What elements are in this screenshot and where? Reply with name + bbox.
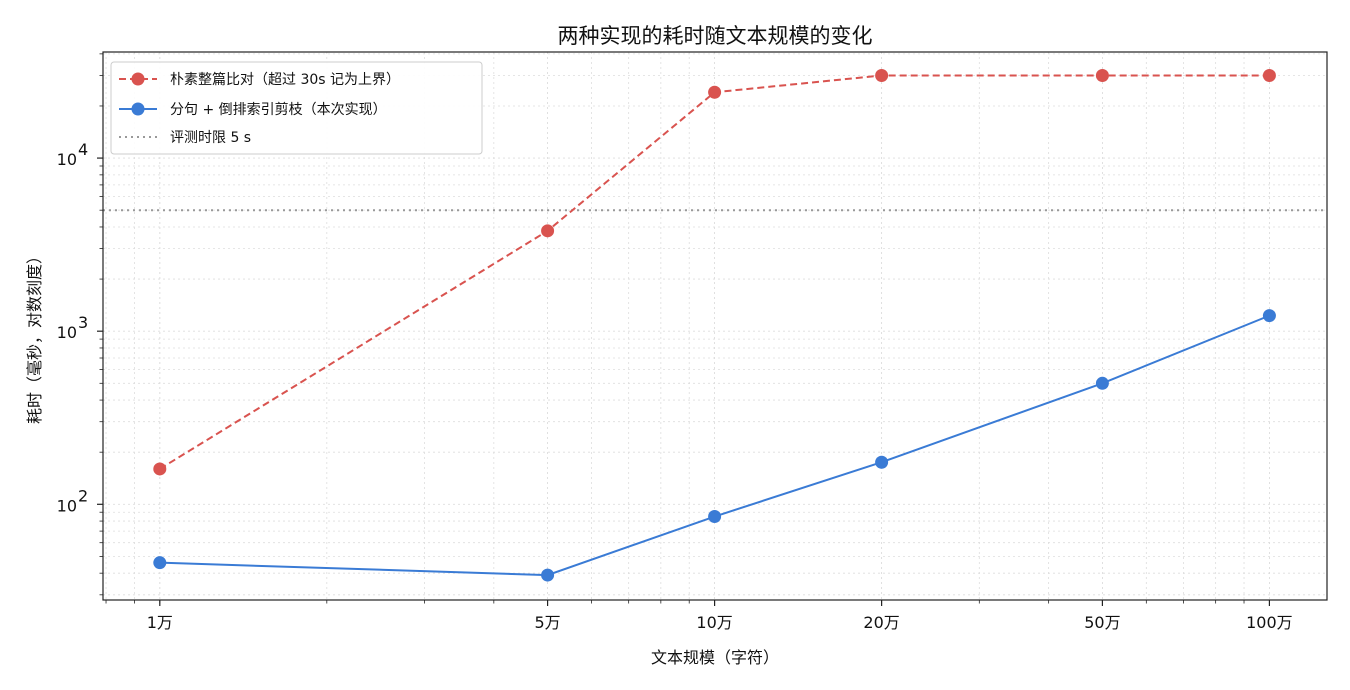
data-point-naive [1095, 68, 1109, 82]
legend-marker-naive [131, 72, 145, 86]
data-point-naive [708, 85, 722, 99]
x-tick-label: 100万 [1246, 613, 1293, 632]
y-tick-label: 10 [57, 323, 77, 342]
y-tick-label: 10 [57, 150, 77, 169]
series-line-index [159, 314, 1270, 577]
legend-box [110, 61, 483, 155]
x-axis-label: 文本规模（字符） [651, 648, 779, 667]
data-point-index [153, 556, 167, 570]
x-tick-label: 5万 [534, 613, 560, 632]
x-tick-label: 20万 [863, 613, 899, 632]
data-point-naive [875, 68, 889, 82]
data-point-naive [1262, 68, 1276, 82]
y-tick-label-exponent: 2 [78, 486, 88, 505]
legend-label-index: 分句 + 倒排索引剪枝（本次实现） [170, 101, 387, 118]
data-point-index [875, 455, 889, 469]
x-tick-labels: 1万 5万 10万 20万 50万 100万 [147, 613, 1293, 632]
y-tick-label-exponent: 3 [78, 313, 88, 332]
y-tick-label-exponent: 4 [78, 140, 88, 159]
x-tick-label: 1万 [147, 613, 173, 632]
data-point-index [1262, 309, 1276, 323]
series-line-naive [159, 74, 1270, 470]
axis-ticks [97, 53, 1271, 606]
y-axis-label: 耗时（毫秒，对数刻度） [25, 248, 44, 424]
legend-label-time-limit: 评测时限 5 s [170, 130, 251, 146]
data-point-index [541, 568, 555, 582]
data-point-naive [541, 224, 555, 238]
x-tick-label: 50万 [1084, 613, 1120, 632]
data-point-index [1095, 376, 1109, 390]
chart-title: 两种实现的耗时随文本规模的变化 [558, 24, 873, 48]
x-tick-label: 10万 [696, 613, 732, 632]
data-point-index [708, 510, 722, 524]
legend: 朴素整篇比对（超过 30s 记为上界） 分句 + 倒排索引剪枝（本次实现） 评测… [110, 61, 483, 155]
data-point-naive [153, 462, 167, 476]
series-layer [153, 68, 1276, 582]
y-tick-label: 10 [57, 496, 77, 515]
legend-marker-index [131, 102, 145, 116]
legend-label-naive: 朴素整篇比对（超过 30s 记为上界） [170, 72, 400, 88]
